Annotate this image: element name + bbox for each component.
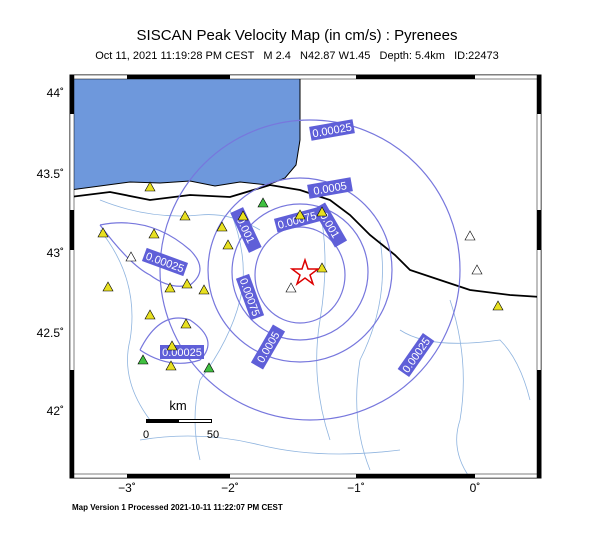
station: [102, 281, 114, 292]
station: [97, 227, 109, 238]
station: [137, 354, 149, 365]
frame-seg: [537, 75, 541, 114]
station: [179, 210, 191, 221]
station: [216, 221, 228, 232]
scale-bar: km 0 50: [143, 398, 219, 441]
lat-label: 43˚: [47, 246, 64, 260]
station: [164, 282, 176, 293]
title: SISCAN Peak Velocity Map (in cm/s) : Pyr…: [137, 27, 458, 44]
station: [294, 209, 306, 220]
footer: Map Version 1 Processed 2021-10-11 11:22…: [72, 503, 283, 512]
frame-seg: [356, 75, 475, 79]
station: [203, 362, 215, 373]
border: [70, 184, 541, 298]
frame-seg: [537, 210, 541, 250]
lat-label: 42˚: [47, 404, 64, 418]
station: [316, 206, 328, 217]
station: [471, 264, 483, 275]
station: [144, 309, 156, 320]
station: [285, 282, 297, 293]
station: [222, 239, 234, 250]
station: [464, 230, 476, 241]
station: [316, 262, 328, 273]
lat-label: 44˚: [47, 86, 64, 100]
label-box: [307, 177, 353, 199]
station: [165, 360, 177, 371]
lon-label: −1˚: [347, 481, 365, 495]
station: [125, 251, 137, 262]
station: [257, 197, 269, 208]
scale-unit: km: [169, 398, 186, 413]
label-box: [250, 324, 286, 370]
station: [492, 300, 504, 311]
frame-seg: [127, 474, 230, 478]
lon-label: 0˚: [470, 481, 481, 495]
label-box: [273, 207, 321, 233]
frame-seg: [127, 75, 230, 79]
lon-label: −3˚: [118, 481, 136, 495]
frame-seg: [70, 370, 74, 478]
lon-label: −2˚: [221, 481, 239, 495]
lat-label: 42.5˚: [37, 326, 64, 340]
sea: [70, 75, 301, 191]
label-box: [397, 332, 435, 378]
frame: [69, 74, 542, 479]
frame-seg: [70, 75, 74, 114]
label-text: 0.0005: [313, 180, 348, 198]
label-box: [230, 207, 262, 253]
label-box: [309, 119, 355, 141]
station: [198, 284, 210, 295]
frame-seg: [70, 210, 74, 250]
label-box: [141, 247, 189, 277]
frame-seg: [356, 474, 475, 478]
subtitle: Oct 11, 2021 11:19:28 PM CEST M 2.4 N42.…: [95, 50, 499, 62]
station: [144, 181, 156, 192]
station: [237, 210, 249, 221]
lat-label: 43.5˚: [37, 167, 64, 181]
station: [181, 278, 193, 289]
station: [166, 340, 178, 351]
station: [148, 228, 160, 239]
station: [180, 318, 192, 329]
contours: [99, 119, 461, 421]
label-box: [235, 273, 265, 321]
contour-label: 0.0005: [307, 177, 353, 199]
frame-seg: [537, 370, 541, 478]
contour-label: 0.00025: [160, 345, 204, 359]
scale-start: 0: [143, 429, 149, 441]
rivers: [99, 199, 531, 478]
scale-end: 50: [207, 429, 219, 441]
epicenter: [289, 257, 321, 287]
